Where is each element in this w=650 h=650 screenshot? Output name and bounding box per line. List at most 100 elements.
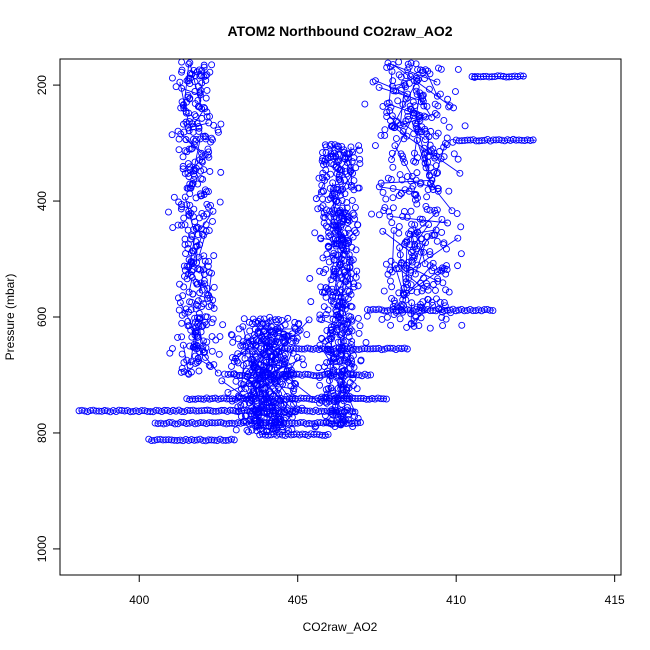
data-point — [234, 408, 242, 416]
data-point — [292, 395, 299, 403]
data-point — [424, 296, 432, 304]
data-point — [178, 221, 186, 229]
data-point — [395, 265, 403, 273]
data-point — [257, 361, 265, 369]
data-point — [431, 110, 439, 117]
data-point — [182, 109, 190, 117]
data-point — [224, 389, 232, 396]
data-point — [317, 234, 325, 242]
data-point — [281, 358, 289, 366]
path-segment — [379, 186, 410, 192]
path-segment — [391, 230, 395, 272]
data-point — [396, 244, 404, 252]
data-point — [403, 265, 411, 273]
data-point — [425, 171, 433, 179]
data-point — [322, 310, 330, 318]
data-point — [338, 204, 346, 212]
data-point — [411, 240, 419, 248]
data-point — [241, 355, 249, 362]
data-point — [387, 277, 394, 285]
path-segment — [414, 224, 426, 264]
data-point — [191, 328, 199, 336]
data-point — [218, 377, 226, 385]
data-point — [285, 427, 292, 434]
data-point — [186, 95, 194, 103]
data-point — [388, 82, 396, 90]
data-point — [423, 193, 431, 201]
data-point — [414, 154, 422, 162]
data-point — [183, 120, 191, 128]
data-point — [198, 303, 206, 311]
data-point — [389, 163, 397, 171]
data-point — [453, 210, 461, 218]
data-point — [414, 128, 422, 136]
data-point — [186, 59, 194, 67]
data-point — [263, 378, 270, 386]
data-point — [174, 294, 182, 302]
data-point — [192, 113, 200, 121]
data-point — [174, 333, 181, 341]
data-point — [391, 142, 399, 150]
data-point — [280, 419, 287, 427]
data-point — [341, 251, 349, 259]
data-point — [254, 329, 262, 337]
data-point — [403, 323, 411, 331]
data-point — [419, 69, 427, 76]
data-point — [184, 160, 192, 168]
data-point — [192, 243, 200, 251]
data-point — [417, 248, 425, 256]
data-point — [400, 120, 408, 128]
data-point — [337, 191, 344, 199]
data-point — [410, 130, 418, 138]
data-point — [230, 436, 238, 444]
data-point — [260, 349, 268, 357]
data-point — [409, 182, 417, 190]
data-point — [382, 260, 390, 268]
data-point — [423, 206, 431, 213]
path-segment — [237, 361, 286, 408]
data-point — [401, 238, 409, 246]
data-point — [388, 156, 395, 164]
data-point — [336, 358, 344, 366]
data-point — [175, 198, 183, 206]
data-point — [448, 207, 456, 215]
data-point — [409, 252, 417, 260]
data-point — [259, 368, 267, 376]
data-point — [177, 130, 185, 138]
data-point — [457, 250, 465, 258]
data-point — [328, 369, 336, 377]
data-point — [334, 226, 342, 234]
data-point — [345, 229, 353, 237]
data-point — [197, 192, 205, 200]
data-point — [181, 272, 188, 280]
data-point — [397, 86, 405, 94]
data-point — [348, 327, 356, 335]
path-segment — [394, 145, 413, 177]
data-point — [330, 272, 338, 280]
data-point — [414, 76, 422, 83]
data-point — [215, 350, 223, 358]
data-point — [355, 142, 363, 150]
data-point — [202, 135, 210, 143]
data-point — [352, 273, 360, 281]
data-point — [389, 204, 397, 212]
data-point — [279, 423, 287, 431]
data-point — [327, 153, 335, 161]
data-point — [184, 226, 192, 234]
data-point — [404, 60, 412, 68]
data-point — [341, 153, 349, 161]
data-point — [433, 111, 441, 119]
data-point — [180, 283, 188, 291]
data-point — [338, 400, 346, 408]
data-point — [320, 187, 328, 195]
data-point — [341, 305, 349, 313]
data-point — [321, 288, 329, 296]
data-point — [191, 137, 199, 145]
data-point — [263, 414, 271, 422]
data-point — [325, 397, 333, 405]
data-point — [325, 287, 333, 295]
data-point — [435, 64, 442, 72]
x-axis: 400 405 410 415 — [129, 574, 625, 607]
path-segment — [414, 242, 426, 275]
